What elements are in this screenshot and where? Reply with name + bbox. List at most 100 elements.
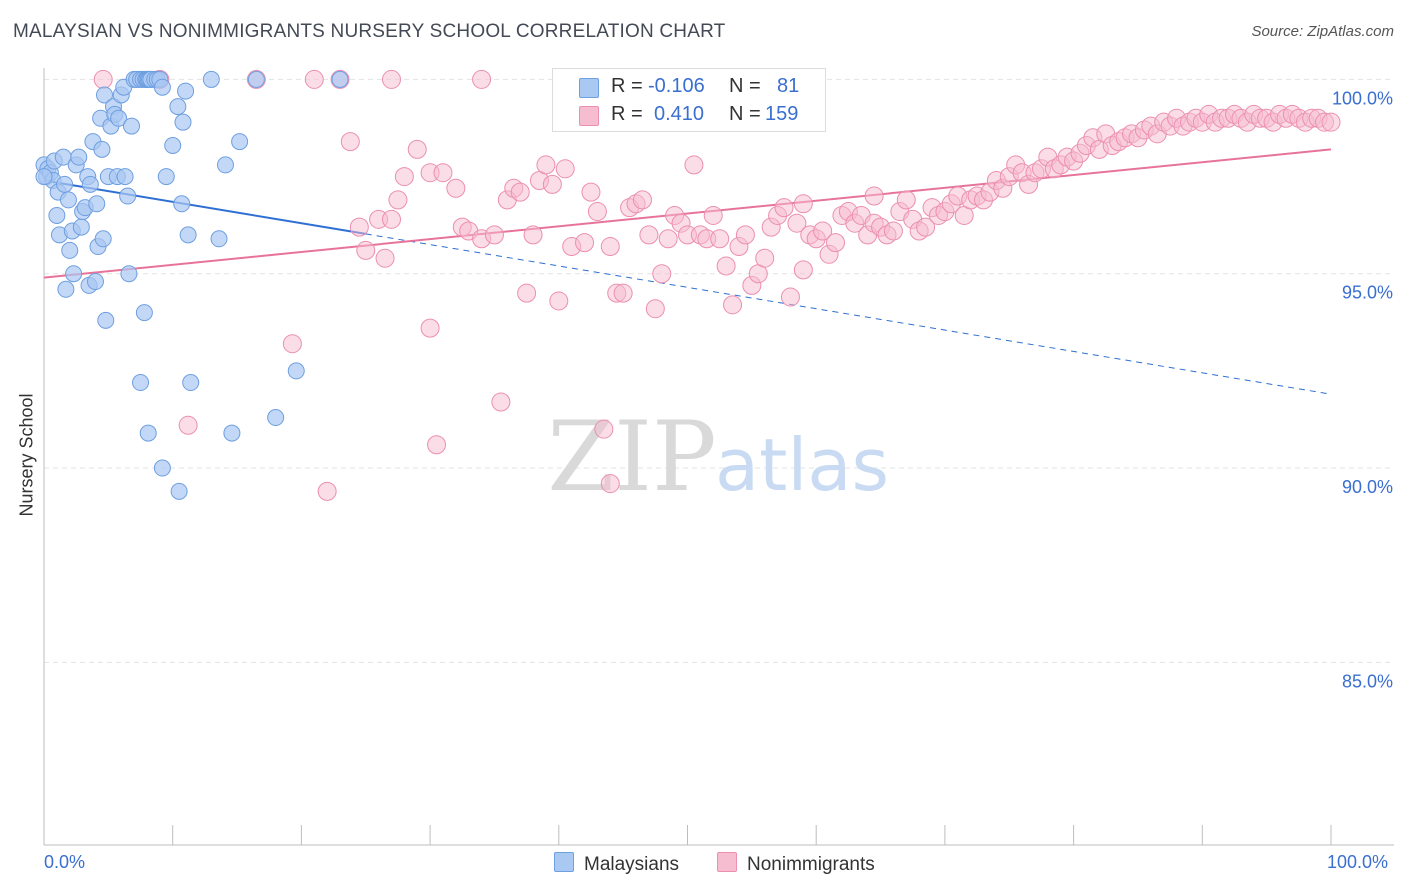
legend-item-nonimmigrants[interactable]: Nonimmigrants	[717, 852, 875, 876]
legend-label-nonimmigrants: Nonimmigrants	[747, 854, 875, 875]
point-malaysians	[123, 117, 141, 135]
point-malaysians	[48, 206, 66, 224]
point-malaysians	[174, 113, 192, 131]
point-malaysians	[65, 265, 83, 283]
legend-swatch-blue	[579, 78, 599, 98]
point-nonimmigrants	[652, 264, 672, 284]
point-malaysians	[132, 374, 150, 392]
point-malaysians	[173, 195, 191, 213]
point-nonimmigrants	[780, 287, 800, 307]
point-malaysians	[210, 230, 228, 248]
point-nonimmigrants	[755, 248, 775, 268]
point-nonimmigrants	[282, 334, 302, 354]
point-nonimmigrants	[826, 233, 846, 253]
point-malaysians	[61, 241, 79, 259]
point-nonimmigrants	[555, 159, 575, 179]
axes	[43, 68, 1394, 846]
point-malaysians	[287, 362, 305, 380]
trendline-nonimmigrants	[43, 148, 1332, 279]
point-nonimmigrants	[304, 69, 324, 89]
x-tick-label-max: 100.0%	[1327, 852, 1389, 872]
point-nonimmigrants	[491, 392, 511, 412]
point-malaysians	[139, 424, 157, 442]
point-nonimmigrants	[774, 198, 794, 218]
point-nonimmigrants	[93, 69, 113, 89]
point-nonimmigrants	[178, 415, 198, 435]
point-nonimmigrants	[1321, 112, 1341, 132]
point-malaysians	[93, 140, 111, 158]
point-nonimmigrants	[536, 155, 556, 175]
point-nonimmigrants	[793, 194, 813, 214]
point-nonimmigrants	[549, 291, 569, 311]
point-nonimmigrants	[883, 221, 903, 241]
point-nonimmigrants	[658, 229, 678, 249]
legend-n-label: N =	[729, 75, 761, 97]
y-tick-label: 95.0%	[1342, 283, 1393, 303]
point-malaysians	[223, 424, 241, 442]
point-nonimmigrants	[587, 202, 607, 222]
point-malaysians	[177, 82, 195, 100]
point-malaysians	[120, 265, 138, 283]
y-tick-label: 100.0%	[1332, 88, 1393, 108]
point-malaysians	[86, 273, 104, 291]
tick-labels: 85.0% 90.0% 95.0% 100.0%	[1332, 88, 1393, 691]
watermark-zip: ZIP	[547, 401, 716, 513]
point-nonimmigrants	[472, 69, 492, 89]
point-malaysians	[231, 133, 249, 151]
point-malaysians	[157, 168, 175, 186]
point-nonimmigrants	[542, 174, 562, 194]
legend-r-value: -0.106	[648, 75, 705, 97]
chart-title: MALAYSIAN VS NONIMMIGRANTS NURSERY SCHOO…	[13, 21, 726, 42]
point-nonimmigrants	[356, 240, 376, 260]
point-malaysians	[57, 280, 75, 298]
legend-r-label: R =	[611, 75, 643, 97]
source-note: Source: ZipAtlas.com	[1251, 23, 1394, 40]
point-nonimmigrants	[793, 260, 813, 280]
point-nonimmigrants	[600, 474, 620, 494]
point-malaysians	[95, 86, 113, 104]
point-nonimmigrants	[645, 299, 665, 319]
legend-swatch-blue	[554, 852, 574, 872]
point-nonimmigrants	[317, 481, 337, 501]
legend-n-value: 81	[777, 75, 800, 97]
legend-row-malaysians: R = -0.106 N = 81	[553, 72, 825, 100]
point-nonimmigrants	[394, 167, 414, 187]
point-malaysians	[72, 218, 90, 236]
y-tick-label: 90.0%	[1342, 477, 1393, 497]
point-nonimmigrants	[349, 217, 369, 237]
legend-n-label: N =	[729, 103, 761, 125]
point-malaysians	[153, 78, 171, 96]
point-nonimmigrants	[517, 283, 537, 303]
trendline-malaysians-extrapolated	[365, 233, 1332, 395]
point-malaysians	[70, 148, 88, 166]
point-malaysians	[119, 187, 137, 205]
point-nonimmigrants	[613, 283, 633, 303]
point-nonimmigrants	[388, 190, 408, 210]
watermark-atlas: atlas	[715, 423, 889, 507]
grid-lines	[44, 78, 1394, 663]
correlation-legend: R = -0.106 N = 81 R = 0.410 N = 159	[552, 68, 826, 132]
point-nonimmigrants	[684, 155, 704, 175]
legend-swatch-pink	[717, 852, 737, 872]
point-nonimmigrants	[716, 256, 736, 276]
x-tick-label-min: 0.0%	[44, 852, 86, 872]
trendline-malaysians	[43, 179, 366, 235]
y-axis-label: Nursery School	[16, 393, 37, 517]
point-malaysians	[247, 70, 265, 88]
point-nonimmigrants	[340, 132, 360, 152]
legend-item-malaysians[interactable]: Malaysians	[554, 852, 679, 876]
point-nonimmigrants	[381, 69, 401, 89]
point-nonimmigrants	[639, 225, 659, 245]
data-points	[35, 69, 1341, 501]
point-nonimmigrants	[420, 318, 440, 338]
point-nonimmigrants	[864, 186, 884, 206]
point-nonimmigrants	[575, 233, 595, 253]
legend-r-label: R =	[611, 103, 643, 125]
point-nonimmigrants	[703, 205, 723, 225]
point-malaysians	[202, 70, 220, 88]
point-malaysians	[179, 226, 197, 244]
point-malaysians	[182, 374, 200, 392]
point-nonimmigrants	[375, 248, 395, 268]
point-nonimmigrants	[916, 217, 936, 237]
